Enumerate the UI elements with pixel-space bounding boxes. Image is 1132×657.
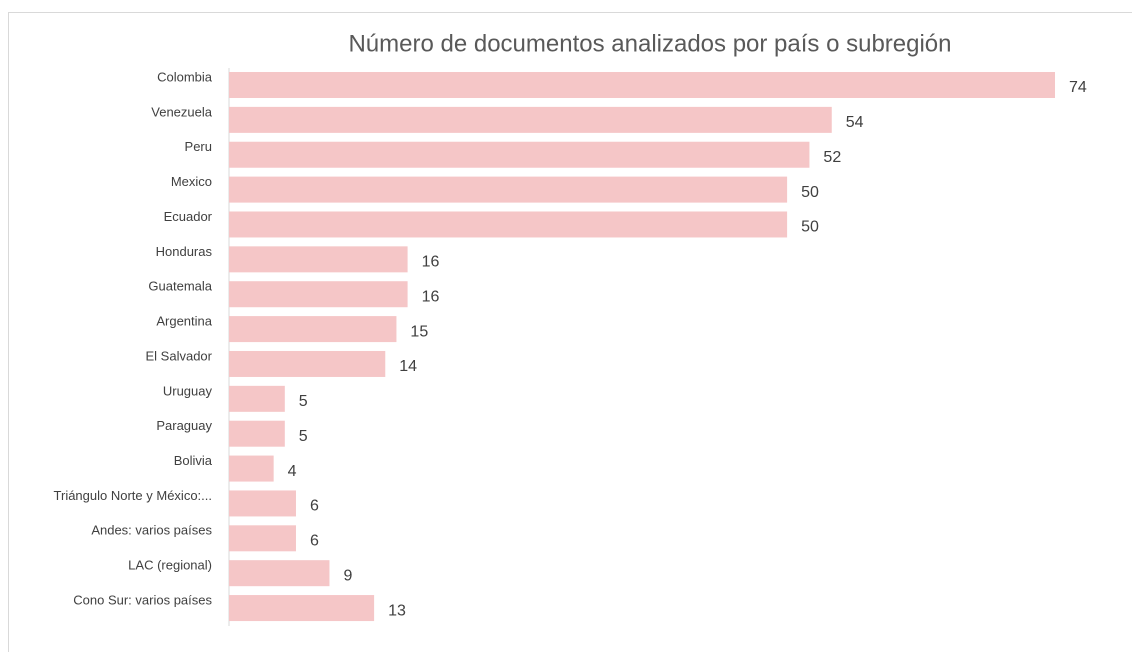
- value-label: 13: [388, 602, 406, 619]
- category-label: Mexico: [171, 174, 212, 189]
- value-label: 14: [399, 358, 417, 375]
- value-label: 52: [823, 149, 841, 166]
- category-label: LAC (regional): [128, 558, 212, 573]
- value-label: 9: [343, 567, 352, 584]
- bar: [229, 211, 787, 237]
- bar: [229, 560, 329, 586]
- category-label: Bolivia: [174, 453, 213, 468]
- bar: [229, 142, 809, 168]
- value-label: 74: [1069, 79, 1087, 96]
- bar: [229, 386, 285, 412]
- category-label: Argentina: [156, 314, 212, 329]
- value-label: 5: [299, 393, 308, 410]
- category-label: Paraguay: [156, 418, 212, 433]
- category-label: El Salvador: [146, 348, 213, 363]
- bar: [229, 72, 1055, 98]
- bar: [229, 351, 385, 377]
- value-label: 4: [288, 463, 297, 480]
- category-label: Ecuador: [164, 209, 213, 224]
- bar: [229, 246, 408, 272]
- value-label: 16: [422, 254, 440, 271]
- value-label: 50: [801, 184, 819, 201]
- category-label: Colombia: [157, 69, 213, 84]
- value-label: 6: [310, 533, 319, 550]
- value-label: 16: [422, 288, 440, 305]
- category-label: Peru: [185, 139, 212, 154]
- chart-title: Número de documentos analizados por país…: [348, 30, 951, 57]
- value-label: 15: [410, 323, 428, 340]
- value-label: 6: [310, 498, 319, 515]
- bar: [229, 490, 296, 516]
- bar: [229, 595, 374, 621]
- category-label: Uruguay: [163, 383, 213, 398]
- bar: [229, 281, 408, 307]
- bar: [229, 316, 396, 342]
- value-label: 54: [846, 114, 864, 131]
- category-label: Triángulo Norte y México:...: [54, 488, 212, 503]
- bar: [229, 525, 296, 551]
- category-label: Honduras: [156, 244, 213, 259]
- bar: [229, 107, 832, 133]
- value-label: 50: [801, 219, 819, 236]
- value-label: 5: [299, 428, 308, 445]
- category-label: Venezuela: [151, 104, 212, 119]
- category-label: Andes: varios países: [91, 523, 212, 538]
- category-label: Guatemala: [148, 279, 212, 294]
- bar: [229, 456, 274, 482]
- category-label: Cono Sur: varios países: [73, 592, 212, 607]
- bar: [229, 421, 285, 447]
- bar: [229, 177, 787, 203]
